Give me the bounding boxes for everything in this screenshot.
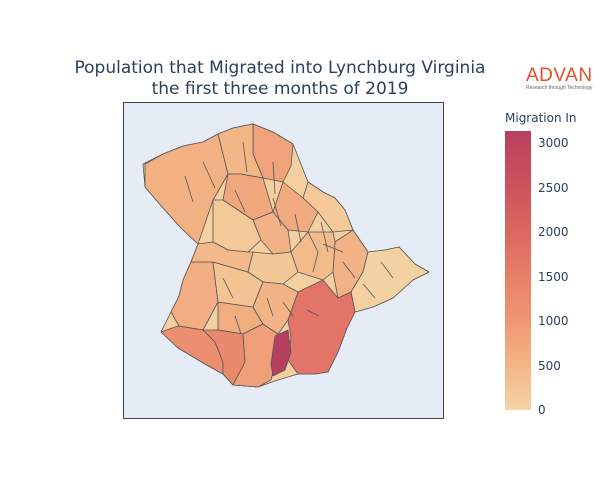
colorbar-tick-1000: 1000 bbox=[538, 314, 569, 328]
colorbar bbox=[505, 131, 531, 410]
advan-logo: ADVAN Research through Technology bbox=[526, 66, 596, 92]
logo-tagline: Research through Technology bbox=[526, 85, 593, 91]
colorbar-tick-1500: 1500 bbox=[538, 270, 569, 284]
map-region-south-darkest bbox=[270, 329, 292, 377]
colorbar-title: Migration In bbox=[505, 111, 577, 125]
logo-wordmark: ADVAN bbox=[526, 65, 593, 86]
colorbar-tick-2500: 2500 bbox=[538, 181, 569, 195]
title-line-1: Population that Migrated into Lynchburg … bbox=[74, 58, 486, 78]
chart-title: Population that Migrated into Lynchburg … bbox=[60, 58, 500, 100]
colorbar-tick-500: 500 bbox=[538, 359, 561, 373]
map-region-northwest bbox=[144, 133, 229, 245]
map-region-core-4 bbox=[252, 281, 299, 335]
colorbar-tick-3000: 3000 bbox=[538, 136, 569, 150]
choropleth-map[interactable] bbox=[123, 102, 444, 419]
title-line-2: the first three months of 2019 bbox=[151, 79, 409, 99]
map-region-south-large bbox=[287, 279, 356, 375]
colorbar-tick-0: 0 bbox=[538, 403, 546, 417]
map-region-far-east bbox=[350, 246, 430, 313]
colorbar-tick-2000: 2000 bbox=[538, 225, 569, 239]
map-region-core-6 bbox=[190, 241, 254, 273]
